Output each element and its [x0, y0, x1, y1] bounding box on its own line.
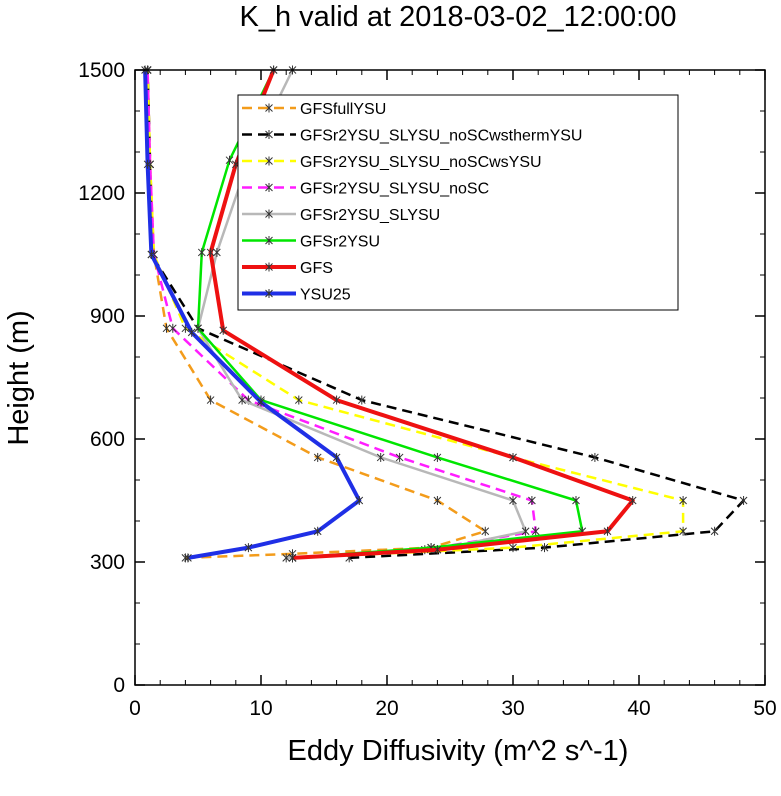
legend-marker	[265, 236, 273, 245]
data-point-marker	[187, 327, 196, 337]
data-point-marker	[313, 452, 322, 462]
legend-marker	[265, 156, 273, 166]
y-tick-label: 300	[90, 551, 125, 574]
data-point-marker	[282, 553, 291, 563]
data-point-marker	[257, 397, 265, 407]
data-point-marker	[197, 247, 206, 257]
data-point-marker	[679, 496, 687, 505]
data-point-marker	[679, 526, 687, 536]
data-point-marker	[481, 526, 490, 536]
data-point-marker	[206, 247, 215, 257]
data-point-marker	[357, 395, 366, 405]
data-point-marker	[162, 323, 171, 333]
series-line	[146, 69, 745, 560]
data-point-marker	[531, 526, 540, 536]
x-tick-label: 20	[375, 697, 398, 720]
chart-title: K_h valid at 2018-03-02_12:00:00	[240, 1, 677, 33]
data-point-marker	[213, 247, 221, 257]
legend-label: GFSr2YSU_SLYSU_noSCwsthermYSU	[300, 128, 582, 145]
data-point-marker	[528, 496, 536, 505]
x-axis-label: Eddy Diffusivity (m^2 s^-1)	[288, 735, 629, 767]
data-point-marker	[194, 323, 202, 333]
data-point-marker	[433, 545, 442, 555]
data-point-marker	[184, 553, 192, 563]
y-axis-label: Height (m)	[3, 310, 35, 445]
data-point-marker	[355, 496, 364, 505]
series-line	[143, 69, 362, 560]
data-point-marker	[433, 452, 442, 462]
plot-frame	[134, 69, 766, 686]
data-point-marker	[603, 526, 612, 536]
data-point-marker	[219, 325, 228, 335]
legend-label: GFSfullYSU	[300, 101, 386, 118]
y-tick-label: 0	[113, 674, 125, 697]
legend-label: GFSr2YSU_SLYSU	[300, 207, 440, 224]
legend-label: GFSr2YSU_SLYSU_noSC	[300, 181, 489, 198]
data-point-marker	[739, 496, 748, 505]
legend-marker	[265, 183, 273, 192]
data-point-marker	[206, 395, 215, 405]
legend: GFSfullYSU GFSr2YSU_SLYSU_noSCwsthermYSU G…	[237, 94, 679, 311]
y-tick-label: 1500	[78, 59, 125, 82]
series-line	[146, 69, 537, 560]
data-point-marker	[147, 250, 156, 259]
legend-label: GFS	[300, 260, 333, 277]
legend-marker	[265, 130, 273, 139]
data-point-marker	[376, 452, 385, 462]
ticks-layer: 0 10 20 30 40 50 0 300 600 900 1200 1500	[78, 59, 776, 720]
data-point-marker	[244, 543, 253, 553]
data-point-marker	[294, 395, 303, 405]
data-point-marker	[710, 526, 719, 536]
data-point-marker	[332, 395, 341, 405]
y-tick-label: 600	[90, 428, 125, 451]
y-tick-label: 1200	[78, 182, 125, 205]
data-point-marker	[628, 496, 637, 505]
data-point-marker	[288, 553, 297, 563]
x-tick-label: 30	[501, 697, 524, 720]
data-point-marker	[509, 543, 517, 553]
data-point-marker	[168, 323, 177, 333]
x-tick-label: 10	[249, 697, 272, 720]
series-line	[208, 69, 635, 560]
series-line	[196, 69, 584, 560]
legend-box	[237, 94, 679, 311]
legend-marker	[265, 262, 273, 272]
data-point-marker	[332, 452, 341, 462]
data-point-marker	[433, 496, 442, 505]
series-layer	[141, 65, 748, 563]
legend-marker	[265, 209, 273, 219]
x-tick-label: 50	[753, 697, 776, 720]
data-point-marker	[313, 526, 322, 536]
data-point-marker	[509, 496, 517, 505]
legend-marker	[265, 103, 273, 113]
legend-label: GFSr2YSU_SLYSU_noSCwsYSU	[300, 154, 542, 171]
x-tick-label: 40	[627, 697, 650, 720]
data-point-marker	[591, 452, 599, 462]
data-point-marker	[238, 395, 246, 405]
series-line	[196, 69, 527, 560]
legend-marker	[265, 289, 273, 298]
y-tick-label: 900	[90, 305, 125, 328]
data-point-marker	[572, 496, 580, 505]
legend-label: YSU25	[300, 287, 351, 304]
data-point-marker	[395, 452, 404, 462]
data-point-marker	[225, 155, 234, 165]
data-point-marker	[143, 159, 152, 169]
data-point-marker	[521, 526, 530, 536]
data-point-marker	[509, 452, 517, 462]
legend-label: GFSr2YSU	[300, 234, 380, 251]
x-tick-label: 0	[129, 697, 141, 720]
